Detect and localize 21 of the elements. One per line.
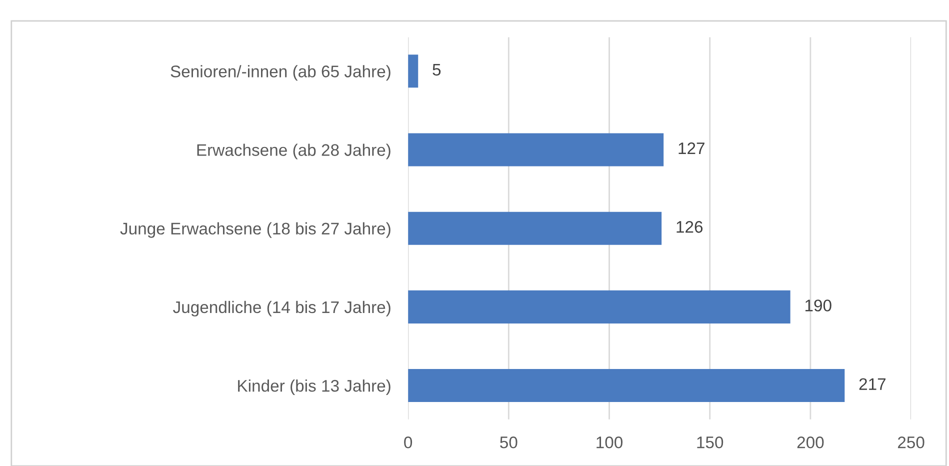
y-tick-label: Kinder (bis 13 Jahre) <box>238 379 390 396</box>
data-label: 190 <box>805 300 832 312</box>
y-tick-label: Jugendliche (14 bis 17 Jahre) <box>173 300 390 316</box>
x-tick-label: 100 <box>596 436 623 448</box>
bar <box>408 290 790 324</box>
bar <box>408 369 845 402</box>
data-label: 126 <box>676 221 703 233</box>
y-tick-label: Junge Erwachsene (18 bis 27 Jahre) <box>120 222 390 238</box>
data-label: 127 <box>678 142 704 154</box>
y-tick-label: Senioren/-innen (ab 65 Jahre) <box>170 65 390 81</box>
x-tick-label: 250 <box>898 436 924 448</box>
x-tick-label: 50 <box>500 436 518 448</box>
bar <box>408 54 418 88</box>
x-tick-label: 150 <box>697 436 724 448</box>
bar <box>408 212 662 245</box>
x-tick-label: 0 <box>404 436 412 448</box>
x-tick-label: 200 <box>797 436 824 448</box>
y-tick-label: Erwachsene (ab 28 Jahre) <box>197 144 390 160</box>
data-label: 5 <box>432 64 441 76</box>
bar <box>408 133 664 166</box>
data-label: 217 <box>859 378 886 390</box>
